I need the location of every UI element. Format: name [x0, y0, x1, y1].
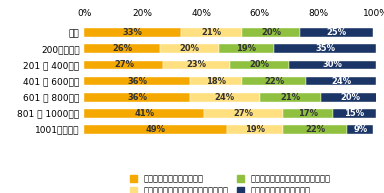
Bar	[333, 109, 376, 118]
Bar	[84, 28, 181, 37]
Bar	[181, 28, 242, 37]
Text: 33%: 33%	[123, 28, 142, 37]
Bar	[306, 77, 376, 85]
Bar	[242, 77, 306, 85]
Text: 25%: 25%	[327, 28, 347, 37]
Bar	[84, 61, 163, 69]
Bar	[283, 109, 333, 118]
Bar	[84, 125, 227, 134]
Text: 41%: 41%	[134, 109, 154, 118]
Text: 35%: 35%	[315, 44, 335, 53]
Text: 20%: 20%	[180, 44, 200, 53]
Text: 19%: 19%	[237, 44, 257, 53]
Text: 17%: 17%	[298, 109, 318, 118]
Bar	[84, 45, 161, 53]
Text: 20%: 20%	[261, 28, 281, 37]
Text: 24%: 24%	[331, 77, 351, 85]
Bar	[84, 109, 204, 118]
Text: 26%: 26%	[113, 44, 132, 53]
Text: 24%: 24%	[215, 93, 235, 102]
Text: 20%: 20%	[250, 60, 270, 69]
Bar	[84, 93, 190, 102]
Bar	[161, 45, 219, 53]
Text: 15%: 15%	[344, 109, 364, 118]
Bar	[321, 93, 379, 102]
Text: 19%: 19%	[245, 125, 265, 134]
Text: 22%: 22%	[305, 125, 325, 134]
Text: 9%: 9%	[353, 125, 367, 134]
Text: 23%: 23%	[187, 60, 207, 69]
Bar	[283, 125, 347, 134]
Text: 30%: 30%	[323, 60, 343, 69]
Text: 21%: 21%	[201, 28, 222, 37]
Bar	[260, 93, 321, 102]
Text: 27%: 27%	[114, 60, 134, 69]
Bar	[219, 45, 274, 53]
Bar	[230, 61, 289, 69]
Bar	[227, 125, 283, 134]
Legend: 現在、学びを実践している, 過去に学びを実践していたことがある, これから学びを実践する予定がある, 学びを実践したことがない: 現在、学びを実践している, 過去に学びを実践していたことがある, これから学びを…	[131, 174, 330, 193]
Bar	[190, 77, 242, 85]
Bar	[347, 125, 373, 134]
Text: 21%: 21%	[280, 93, 300, 102]
Text: 36%: 36%	[127, 77, 147, 85]
Bar	[204, 109, 283, 118]
Bar	[163, 61, 230, 69]
Bar	[190, 93, 260, 102]
Text: 49%: 49%	[146, 125, 166, 134]
Bar	[300, 28, 373, 37]
Bar	[274, 45, 376, 53]
Text: 22%: 22%	[264, 77, 284, 85]
Text: 18%: 18%	[206, 77, 226, 85]
Bar	[289, 61, 376, 69]
Text: 20%: 20%	[340, 93, 360, 102]
Bar	[84, 77, 190, 85]
Bar	[242, 28, 300, 37]
Text: 36%: 36%	[127, 93, 147, 102]
Text: 27%: 27%	[233, 109, 253, 118]
